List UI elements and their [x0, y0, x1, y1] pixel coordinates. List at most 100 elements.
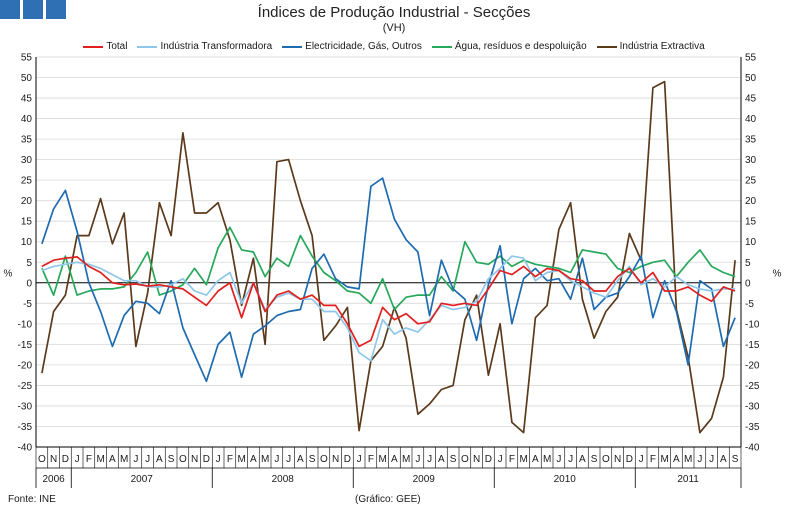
- x-tick-label: O: [179, 454, 187, 465]
- tick-labels: -40 -40 -35 -35 -30 -30 -25 -25 -20 -20 -15 -15 -10 -…: [4, 53, 782, 486]
- x-tick-label: S: [591, 454, 598, 465]
- x-year-label: 2008: [272, 474, 295, 485]
- x-tick-label: N: [614, 454, 621, 465]
- y-tick-label-right: 5: [745, 258, 751, 269]
- x-tick-label: J: [415, 454, 420, 465]
- x-tick-label: M: [237, 454, 245, 465]
- y-tick-label-left: -10: [18, 319, 33, 330]
- chart-credit: (Gráfico: GEE): [355, 494, 421, 505]
- y-tick-label-right: 25: [745, 176, 757, 187]
- x-year-label: 2010: [554, 474, 577, 485]
- y-tick-label-left: 5: [26, 258, 32, 269]
- y-tick-label-right: -15: [745, 340, 760, 351]
- y-tick-label-left: 45: [21, 94, 33, 105]
- y-tick-label-left: -30: [18, 401, 33, 412]
- x-tick-label: M: [120, 454, 128, 465]
- gee-logo: [0, 0, 66, 19]
- x-tick-label: J: [145, 454, 150, 465]
- x-tick-label: J: [216, 454, 221, 465]
- series-line-industria-extractiva: [41, 80, 736, 434]
- y-tick-label-left: 20: [21, 196, 33, 207]
- y-tick-label-left: -5: [23, 299, 32, 310]
- x-tick-label: F: [227, 454, 233, 465]
- y-tick-label-left: 15: [21, 217, 33, 228]
- logo-block: [46, 0, 66, 19]
- x-tick-label: N: [473, 454, 480, 465]
- legend-swatch: [431, 45, 452, 48]
- y-tick-label-left: -35: [18, 422, 33, 433]
- x-tick-label: N: [191, 454, 198, 465]
- x-tick-label: A: [579, 454, 586, 465]
- x-tick-label: J: [75, 454, 80, 465]
- series-line-total: [41, 256, 736, 348]
- y-tick-label-left: 25: [21, 176, 33, 187]
- x-tick-label: A: [250, 454, 257, 465]
- legend-label: Indústria Extractiva: [619, 41, 705, 52]
- x-tick-label: F: [368, 454, 374, 465]
- legend-label: Electricidade, Gás, Outros: [305, 41, 422, 52]
- x-tick-label: A: [391, 454, 398, 465]
- series-line-agua-residuos-e-despoluicao: [41, 226, 736, 311]
- x-tick-label: D: [62, 454, 69, 465]
- source-note: Fonte: INE: [8, 494, 56, 505]
- y-tick-label-right: -40: [745, 443, 760, 454]
- y-tick-label-right: 40: [745, 114, 757, 125]
- y-tick-label-right: 50: [745, 73, 757, 84]
- x-tick-label: S: [168, 454, 175, 465]
- legend-swatch: [596, 45, 617, 48]
- legend-label: Total: [106, 41, 128, 52]
- x-tick-label: J: [498, 454, 503, 465]
- y-tick-label-right: 20: [745, 196, 757, 207]
- series-lines: [41, 80, 736, 434]
- x-tick-label: D: [485, 454, 492, 465]
- legend-swatch: [137, 45, 158, 48]
- x-tick-label: A: [297, 454, 304, 465]
- y-tick-label-right: -35: [745, 422, 760, 433]
- y-tick-label-right: 10: [745, 237, 757, 248]
- y-tick-label-right: 55: [745, 53, 757, 64]
- x-tick-label: J: [568, 454, 573, 465]
- x-tick-label: M: [660, 454, 668, 465]
- x-tick-label: J: [133, 454, 138, 465]
- y-tick-label-left: 30: [21, 155, 33, 166]
- x-tick-label: F: [650, 454, 656, 465]
- x-tick-label: O: [602, 454, 610, 465]
- legend-entry: Água, resíduos e despoluição: [431, 41, 587, 52]
- x-tick-label: F: [509, 454, 515, 465]
- x-tick-label: O: [38, 454, 46, 465]
- legend-swatch: [282, 45, 303, 48]
- legend-entry: Indústria Transformadora: [137, 41, 272, 52]
- y-tick-label-right: -5: [745, 299, 754, 310]
- x-tick-label: J: [639, 454, 644, 465]
- series-line-electricidade-gas-outros: [41, 177, 736, 383]
- x-tick-label: A: [438, 454, 445, 465]
- logo-block: [23, 0, 43, 19]
- x-year-label: 2006: [43, 474, 66, 485]
- x-tick-label: J: [709, 454, 714, 465]
- x-tick-label: A: [673, 454, 680, 465]
- y-tick-label-right: 35: [745, 135, 757, 146]
- gridlines: [36, 56, 741, 448]
- series-line-industria-transformadora: [41, 255, 736, 362]
- y-tick-label-left: 50: [21, 73, 33, 84]
- x-tick-label: M: [378, 454, 386, 465]
- y-tick-label-left: 10: [21, 237, 33, 248]
- x-year-label: 2011: [677, 474, 699, 485]
- y-tick-label-left: 40: [21, 114, 33, 125]
- y-tick-label-right: -30: [745, 401, 760, 412]
- x-tick-label: S: [309, 454, 316, 465]
- x-tick-label: M: [96, 454, 104, 465]
- x-tick-label: O: [461, 454, 469, 465]
- x-tick-label: A: [156, 454, 163, 465]
- legend-entry: Indústria Extractiva: [596, 41, 705, 52]
- chart-legend: Total Indústria Transformadora Electricida…: [0, 41, 788, 52]
- y-tick-label-left: -25: [18, 381, 33, 392]
- x-tick-label: S: [732, 454, 739, 465]
- y-tick-label-left: 0: [26, 278, 32, 289]
- y-tick-label-right: 0: [745, 278, 751, 289]
- logo-block: [0, 0, 20, 19]
- x-year-label: 2009: [413, 474, 436, 485]
- x-tick-label: M: [684, 454, 692, 465]
- x-tick-label: F: [86, 454, 92, 465]
